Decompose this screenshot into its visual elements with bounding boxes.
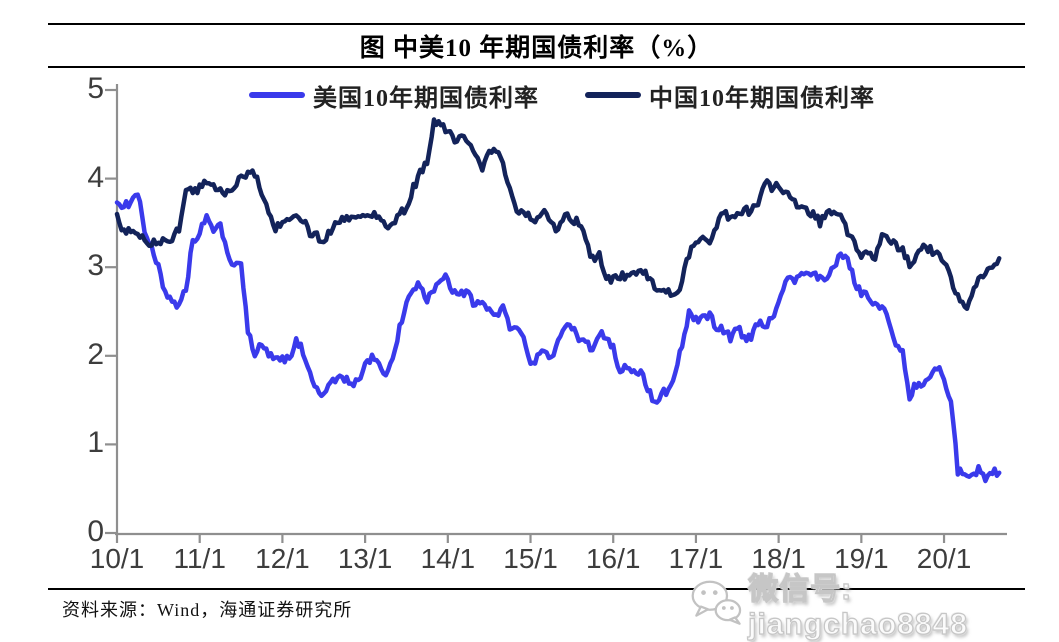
x-tick-label: 12/1 xyxy=(255,543,310,574)
y-tick-label: 0 xyxy=(87,515,104,548)
china-line-swatch xyxy=(585,92,641,98)
x-tick-label: 20/1 xyxy=(916,543,972,574)
wechat-watermark: 微信号: jiangchao8848 xyxy=(690,564,1059,642)
x-tick-label: 11/1 xyxy=(173,543,226,574)
source-note: 资料来源：Wind，海通证券研究所 xyxy=(62,600,353,620)
y-tick-label: 5 xyxy=(87,72,104,105)
title-divider-top xyxy=(48,23,1025,25)
x-tick-label: 17/1 xyxy=(668,543,724,574)
series-line-us xyxy=(114,192,1002,484)
x-tick-label: 19/1 xyxy=(834,543,889,574)
x-tick-label: 10/1 xyxy=(89,543,145,574)
chart-legend: 美国10年期国债利率 中国10年期国债利率 xyxy=(117,78,1007,112)
title-divider-bottom xyxy=(48,66,1025,68)
x-tick-label: 18/1 xyxy=(751,543,806,574)
y-tick-label: 3 xyxy=(87,249,104,283)
x-tick-label: 13/1 xyxy=(337,543,393,574)
x-tick-label: 15/1 xyxy=(503,543,558,574)
legend-label-china: 中国10年期国债利率 xyxy=(649,85,875,112)
y-tick-label: 1 xyxy=(87,426,104,460)
legend-item-china: 中国10年期国债利率 xyxy=(585,78,875,113)
x-tick-label: 14/1 xyxy=(420,543,476,574)
wechat-id-text: 微信号: jiangchao8848 xyxy=(748,572,968,641)
chart-title: 图 中美10 年期国债利率（%） xyxy=(359,35,714,62)
wechat-icon xyxy=(691,580,742,625)
footer-divider xyxy=(48,588,1025,590)
y-tick-label: 4 xyxy=(87,160,104,194)
legend-label-us: 美国10年期国债利率 xyxy=(313,85,539,112)
x-tick-label: 16/1 xyxy=(585,543,641,574)
us-line-swatch xyxy=(249,92,305,98)
legend-item-us: 美国10年期国债利率 xyxy=(249,78,539,113)
y-tick-label: 2 xyxy=(87,337,104,371)
series-line-china xyxy=(114,117,1002,312)
